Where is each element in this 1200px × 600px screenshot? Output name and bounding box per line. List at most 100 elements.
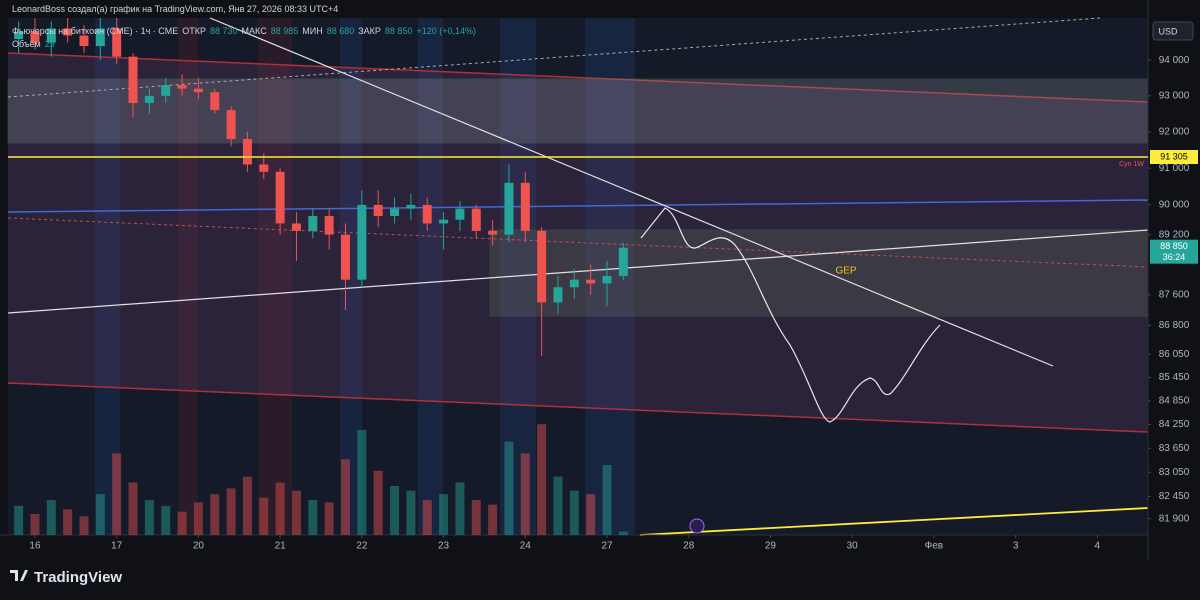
trend-line-dashed: [7, 217, 1149, 268]
volume-bar: [324, 502, 334, 535]
volume-bar: [14, 505, 24, 535]
candle-body: [95, 28, 105, 47]
volume-bar: [177, 511, 187, 535]
candle-body: [537, 230, 547, 303]
y-tick-label: 89 200: [1159, 229, 1190, 240]
volume-bar: [259, 497, 269, 535]
credit: LeonardBoss создал(а) график на TradingV…: [12, 4, 339, 14]
support-line: [639, 507, 1149, 536]
volume-bar: [112, 453, 122, 535]
volume-bar: [210, 494, 220, 535]
volume-bar: [95, 494, 105, 535]
plot-area: [8, 18, 1148, 535]
ohlc-name: МИН: [302, 26, 323, 36]
candle-body: [324, 216, 334, 235]
trend-line-dashed-white: [7, 17, 1101, 98]
volume-bar: [79, 516, 89, 535]
volume-bar: [586, 494, 596, 535]
volume-bar: [373, 470, 383, 535]
candle-body: [128, 56, 138, 103]
candle-body: [144, 95, 154, 103]
candle-body: [422, 204, 432, 224]
event-icon[interactable]: [689, 518, 705, 534]
candle-body: [161, 85, 171, 96]
y-tick-label: 86 050: [1159, 349, 1190, 360]
candle-body: [602, 275, 612, 284]
y-tick-label: 83 650: [1159, 443, 1190, 454]
x-tick-label: 27: [601, 541, 613, 552]
last-price-label: 88 850: [1160, 241, 1188, 251]
brand: TradingView: [34, 569, 122, 586]
volume-bar: [390, 486, 400, 535]
candle-body: [455, 208, 465, 220]
y-tick-label: 92 000: [1159, 126, 1190, 137]
currency-box[interactable]: [1152, 21, 1194, 41]
x-tick-label: 24: [520, 541, 532, 552]
ohlc-value: 88 985: [270, 26, 299, 36]
volume-bar: [422, 500, 432, 535]
x-tick-label: 21: [275, 541, 287, 552]
gap-box: [489, 229, 1149, 317]
candle-body: [373, 204, 383, 217]
volume-bar: [63, 509, 73, 535]
countdown: 36:24: [1163, 252, 1186, 262]
volume-bar: [357, 430, 367, 535]
last-price-box: [1150, 239, 1198, 264]
currency: USD: [1158, 26, 1178, 36]
volume-bar: [439, 494, 449, 535]
volume-bar: [569, 490, 579, 535]
trend-line-blue: [7, 199, 1149, 213]
y-tick-label: 90 000: [1159, 200, 1190, 211]
volume-bar: [406, 490, 416, 535]
candle-body: [569, 279, 579, 288]
legend: Фьючерсы на биткоин (CME) · 1ч · CME ОТКР…: [12, 26, 480, 36]
y-tick-label: 84 850: [1159, 396, 1190, 407]
volume-bar: [520, 453, 530, 535]
volume-bar: [128, 482, 138, 535]
candle-body: [406, 204, 416, 209]
x-tick-label: 29: [765, 541, 777, 552]
candle-body: [553, 287, 563, 303]
level-label: 91 305: [1160, 151, 1188, 161]
volume-bar: [553, 476, 563, 535]
ohlc-value: 88 680: [326, 26, 355, 36]
level-tag: Cyn 1W: [1119, 161, 1144, 168]
candle-body: [63, 28, 73, 36]
y-tick-label: 91 000: [1159, 163, 1190, 174]
forecast-path: [640, 207, 941, 423]
y-tick-label: 86 800: [1159, 320, 1190, 331]
candle-body: [193, 88, 203, 93]
volume-bar: [537, 424, 547, 535]
volume-bar: [46, 500, 56, 535]
x-tick-label: 3: [1013, 541, 1019, 552]
candle-body: [210, 92, 220, 111]
ohlc-name: МАКС: [241, 26, 267, 36]
level-box: [1150, 149, 1198, 164]
y-tick-label: 85 450: [1159, 372, 1190, 383]
x-tick-label: 22: [356, 541, 368, 552]
candle-body: [520, 182, 530, 231]
ohlc-name: ЗАКР: [358, 26, 381, 36]
volume-bar: [455, 482, 465, 535]
candle-body: [586, 279, 596, 284]
y-tick-label: 83 050: [1159, 467, 1190, 478]
y-tick-label: 82 450: [1159, 491, 1190, 502]
trend-line-white: [7, 229, 1149, 314]
candle-body: [504, 182, 514, 235]
volume-bar: [504, 441, 514, 535]
candle-body: [30, 32, 40, 43]
x-tick-label: 17: [111, 541, 123, 552]
candle-body: [341, 234, 350, 280]
candle-body: [79, 35, 89, 47]
ohlc-value: 88 850: [384, 26, 413, 36]
y-tick-label: 94 000: [1159, 55, 1190, 66]
x-tick-label: 28: [683, 541, 695, 552]
y-tick-label: 84 250: [1159, 419, 1190, 430]
candle-body: [291, 223, 301, 231]
volume-bar: [242, 476, 252, 535]
candle-body: [259, 164, 269, 172]
y-tick-label: 87 600: [1159, 289, 1190, 300]
candle-body: [488, 230, 498, 235]
